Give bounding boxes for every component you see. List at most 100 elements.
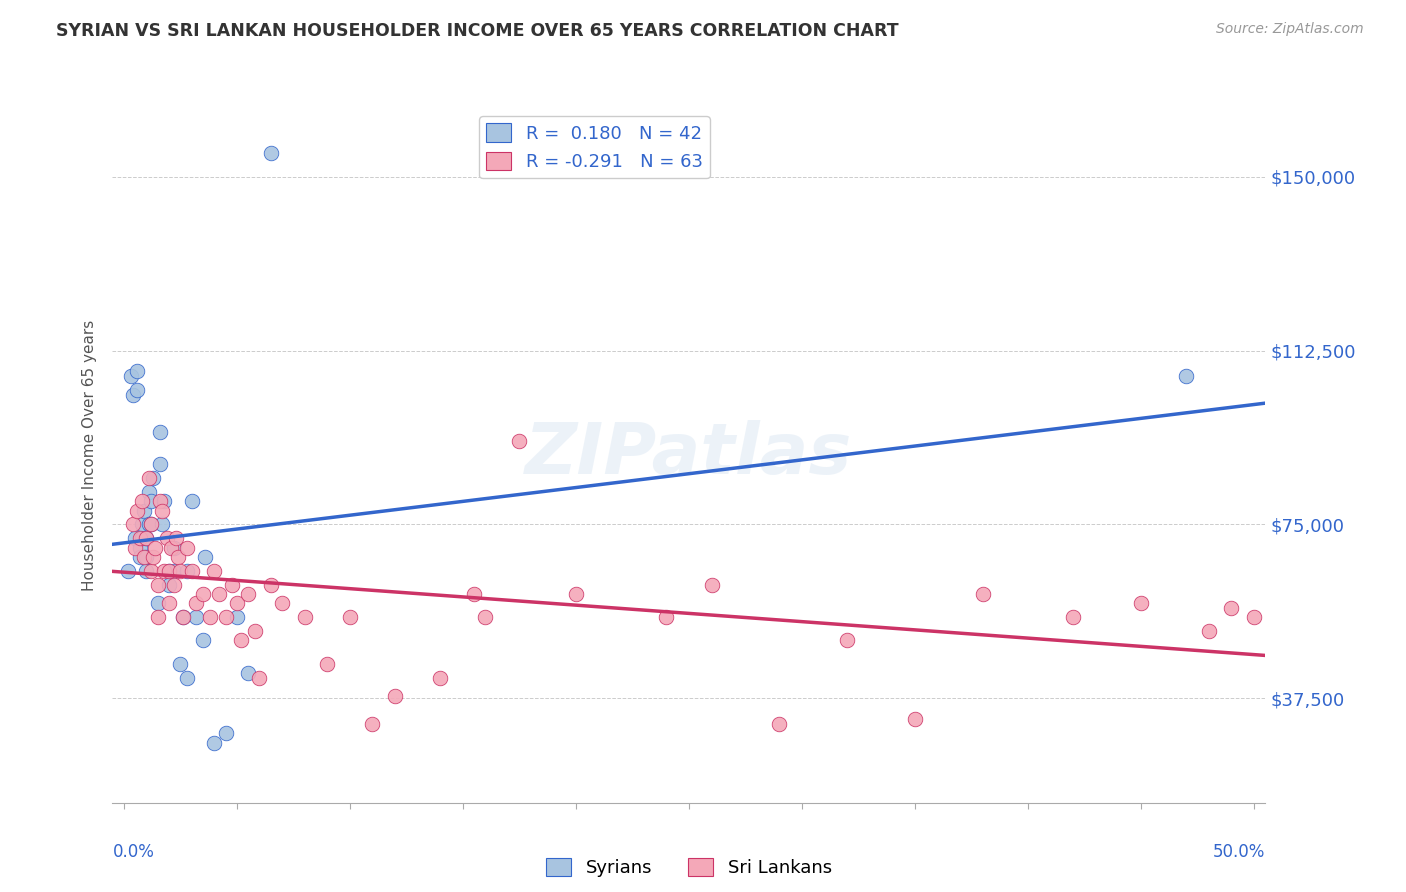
- Point: [165, 532, 187, 546]
- Point: [135, 532, 157, 546]
- Point: [138, 485, 160, 500]
- Point: [157, 564, 180, 578]
- Point: [138, 517, 160, 532]
- Point: [139, 517, 162, 532]
- Text: Source: ZipAtlas.com: Source: ZipAtlas.com: [1216, 22, 1364, 37]
- Point: [135, 549, 157, 564]
- Point: [162, 541, 184, 555]
- Point: [124, 532, 146, 546]
- Point: [134, 503, 156, 517]
- Point: [142, 471, 165, 485]
- Point: [176, 671, 198, 685]
- Point: [463, 587, 485, 601]
- Text: ZIPatlas: ZIPatlas: [526, 420, 852, 490]
- Point: [153, 494, 176, 508]
- Point: [149, 494, 172, 508]
- Point: [150, 517, 173, 532]
- Point: [131, 494, 153, 508]
- Legend: Syrians, Sri Lankans: Syrians, Sri Lankans: [538, 850, 839, 884]
- Point: [429, 671, 451, 685]
- Point: [146, 578, 169, 592]
- Text: 0.0%: 0.0%: [112, 843, 155, 861]
- Point: [1130, 596, 1153, 610]
- Point: [294, 610, 316, 624]
- Point: [972, 587, 994, 601]
- Point: [124, 541, 146, 555]
- Point: [176, 541, 198, 555]
- Point: [243, 624, 266, 639]
- Point: [127, 503, 149, 517]
- Point: [837, 633, 859, 648]
- Point: [172, 610, 194, 624]
- Point: [172, 610, 194, 624]
- Point: [191, 633, 214, 648]
- Point: [142, 549, 165, 564]
- Point: [167, 549, 190, 564]
- Point: [260, 578, 283, 592]
- Point: [134, 549, 156, 564]
- Point: [214, 726, 236, 740]
- Point: [904, 712, 927, 726]
- Point: [135, 532, 157, 546]
- Point: [180, 494, 202, 508]
- Point: [225, 610, 247, 624]
- Point: [271, 596, 294, 610]
- Point: [768, 717, 790, 731]
- Point: [162, 564, 184, 578]
- Point: [225, 596, 247, 610]
- Point: [208, 587, 231, 601]
- Point: [169, 564, 191, 578]
- Point: [655, 610, 678, 624]
- Point: [184, 596, 207, 610]
- Point: [1243, 610, 1265, 624]
- Point: [120, 369, 142, 384]
- Point: [260, 146, 283, 161]
- Point: [131, 532, 153, 546]
- Point: [214, 610, 236, 624]
- Point: [176, 564, 198, 578]
- Point: [139, 517, 162, 532]
- Point: [339, 610, 361, 624]
- Point: [191, 587, 214, 601]
- Point: [128, 532, 150, 546]
- Point: [138, 471, 160, 485]
- Point: [1175, 369, 1198, 384]
- Point: [157, 564, 180, 578]
- Point: [316, 657, 339, 671]
- Point: [160, 541, 183, 555]
- Point: [128, 541, 150, 555]
- Point: [157, 596, 180, 610]
- Point: [249, 671, 271, 685]
- Point: [146, 596, 169, 610]
- Point: [384, 689, 406, 703]
- Point: [1198, 624, 1220, 639]
- Point: [121, 517, 143, 532]
- Point: [194, 549, 217, 564]
- Point: [149, 457, 172, 471]
- Point: [198, 610, 221, 624]
- Point: [169, 657, 191, 671]
- Point: [700, 578, 723, 592]
- Point: [150, 503, 173, 517]
- Point: [139, 564, 162, 578]
- Point: [1220, 601, 1243, 615]
- Point: [202, 564, 225, 578]
- Point: [508, 434, 530, 448]
- Point: [361, 717, 384, 731]
- Point: [153, 564, 176, 578]
- Point: [127, 364, 149, 378]
- Point: [121, 387, 143, 401]
- Point: [184, 610, 207, 624]
- Point: [131, 517, 153, 532]
- Point: [127, 383, 149, 397]
- Point: [1062, 610, 1084, 624]
- Point: [156, 532, 179, 546]
- Point: [236, 587, 259, 601]
- Point: [221, 578, 243, 592]
- Point: [139, 494, 162, 508]
- Point: [145, 541, 167, 555]
- Point: [135, 564, 157, 578]
- Point: [202, 735, 225, 749]
- Point: [146, 610, 169, 624]
- Point: [117, 564, 139, 578]
